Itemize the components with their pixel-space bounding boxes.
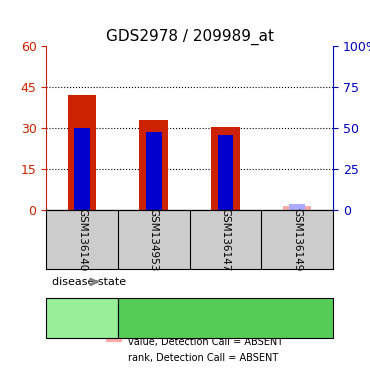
Title: GDS2978 / 209989_at: GDS2978 / 209989_at [105, 28, 274, 45]
Bar [68, 95, 97, 210]
Bar [74, 128, 90, 210]
Text: count: count [128, 305, 156, 315]
Bar [211, 127, 240, 210]
Bar [107, 337, 122, 348]
Bar [107, 353, 122, 364]
Text: value, Detection Call = ABSENT: value, Detection Call = ABSENT [128, 337, 283, 347]
Text: percentile rank within the sample: percentile rank within the sample [128, 321, 293, 331]
Text: GSM136140: GSM136140 [77, 208, 87, 271]
Text: disease state: disease state [52, 277, 126, 287]
Bar [139, 120, 168, 210]
Text: GSM136147: GSM136147 [221, 208, 231, 271]
Bar [283, 206, 312, 210]
Bar [146, 132, 162, 210]
Bar [107, 305, 122, 316]
Text: GSM136149: GSM136149 [292, 208, 302, 271]
Text: control: control [63, 313, 101, 323]
Text: rank, Detection Call = ABSENT: rank, Detection Call = ABSENT [128, 353, 278, 363]
Bar [218, 135, 233, 210]
Text: GSM134953: GSM134953 [149, 208, 159, 271]
Text: multiple sclerosis: multiple sclerosis [171, 311, 280, 324]
Bar [107, 321, 122, 331]
Bar [289, 204, 305, 210]
